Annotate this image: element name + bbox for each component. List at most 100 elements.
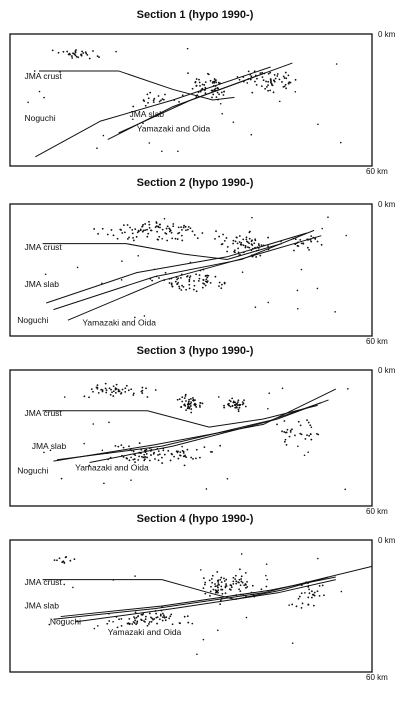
hypocenter [175, 450, 178, 453]
hypocenter [251, 216, 253, 219]
hypocenter [245, 238, 248, 241]
line-label: Yamazaki and Oida [75, 463, 149, 473]
hypocenter [198, 277, 201, 280]
hypocenter [202, 282, 204, 285]
hypocenter [64, 556, 67, 559]
hypocenter [105, 391, 108, 394]
hypocenter [291, 603, 294, 606]
hypocenter [63, 396, 66, 398]
hypocenter [187, 621, 190, 624]
hypocenter [150, 620, 153, 623]
hypocenter [183, 397, 186, 400]
hypocenter [236, 402, 238, 405]
hypocenter [142, 456, 145, 459]
hypocenter [215, 79, 217, 82]
boundary-line [38, 70, 235, 101]
hypocenter [214, 87, 217, 90]
hypocenter [110, 388, 112, 391]
hypocenter [161, 98, 164, 100]
hypocenter [221, 592, 224, 595]
hypocenter [229, 405, 232, 408]
hypocenter [176, 278, 178, 281]
hypocenter [248, 242, 251, 245]
section-title: Section 3 (hypo 1990-) [137, 345, 254, 357]
boundary-line [67, 235, 322, 321]
hypocenter [125, 457, 128, 459]
hypocenter [184, 225, 187, 228]
hypocenter [169, 459, 172, 462]
hypocenter [152, 99, 155, 102]
hypocenter [254, 306, 257, 309]
hypocenter [183, 455, 186, 458]
hypocenter [218, 583, 220, 586]
hypocenter [90, 388, 93, 390]
hypocenter [158, 618, 161, 621]
hypocenter [217, 589, 220, 591]
hypocenter [234, 406, 237, 409]
hypocenter [347, 388, 349, 390]
hypocenter [121, 260, 123, 262]
hypocenter [134, 575, 136, 577]
hypocenter [120, 279, 123, 281]
hypocenter [283, 77, 286, 79]
hypocenter [156, 622, 158, 625]
hypocenter [85, 52, 88, 55]
hypocenter [248, 237, 251, 240]
boundary-line [56, 402, 322, 461]
hypocenter [161, 150, 163, 153]
hypocenter [133, 458, 136, 460]
hypocenter [159, 613, 162, 616]
section: Section 1 (hypo 1990-) 0 km 60 km JMA crust… [9, 9, 396, 176]
hypocenter [285, 443, 288, 446]
line-label: Yamazaki and Oida [82, 317, 156, 327]
hypocenter [126, 238, 129, 240]
hypocenter [204, 86, 207, 89]
hypocenter [180, 406, 183, 409]
hypocenter [179, 454, 181, 457]
hypocenter [194, 399, 196, 402]
hypocenter [115, 383, 118, 386]
boundary-line [53, 565, 373, 620]
hypocenter [192, 458, 194, 460]
hypocenter [105, 389, 108, 392]
hypocenter [43, 451, 45, 454]
hypocenter [178, 287, 181, 290]
hypocenter [153, 97, 156, 100]
hypocenter [209, 281, 212, 284]
hypocenter [177, 226, 180, 229]
hypocenter [181, 449, 184, 452]
hypocenter [195, 290, 198, 293]
hypocenter [67, 53, 70, 56]
hypocenter [317, 123, 319, 126]
hypocenter [244, 583, 247, 585]
hypocenter [206, 280, 209, 283]
hypocenter [114, 391, 117, 394]
hypocenter [100, 388, 103, 391]
hypocenter [141, 389, 144, 392]
hypocenter [233, 250, 236, 253]
hypocenter [178, 285, 181, 288]
hypocenter [220, 91, 223, 94]
hypocenter [193, 280, 195, 282]
hypocenter [195, 273, 198, 276]
hypocenter [231, 397, 234, 400]
hypocenter [235, 580, 238, 583]
hypocenter [188, 407, 191, 410]
hypocenter [143, 620, 145, 622]
hypocenter [291, 428, 293, 431]
hypocenter [307, 451, 309, 453]
hypocenter [284, 71, 287, 74]
hypocenter [177, 150, 179, 153]
hypocenter [285, 77, 288, 80]
line-label: Noguchi [50, 616, 81, 626]
hypocenter [238, 406, 241, 409]
hypocenter [177, 281, 180, 284]
hypocenter [148, 612, 151, 615]
hypocenter [220, 581, 223, 583]
hypocenter [247, 241, 249, 244]
hypocenter [178, 398, 181, 401]
hypocenter [251, 91, 254, 94]
hypocenter [209, 450, 212, 453]
depth-top: 0 km [378, 30, 396, 39]
hypocenter [144, 229, 147, 232]
